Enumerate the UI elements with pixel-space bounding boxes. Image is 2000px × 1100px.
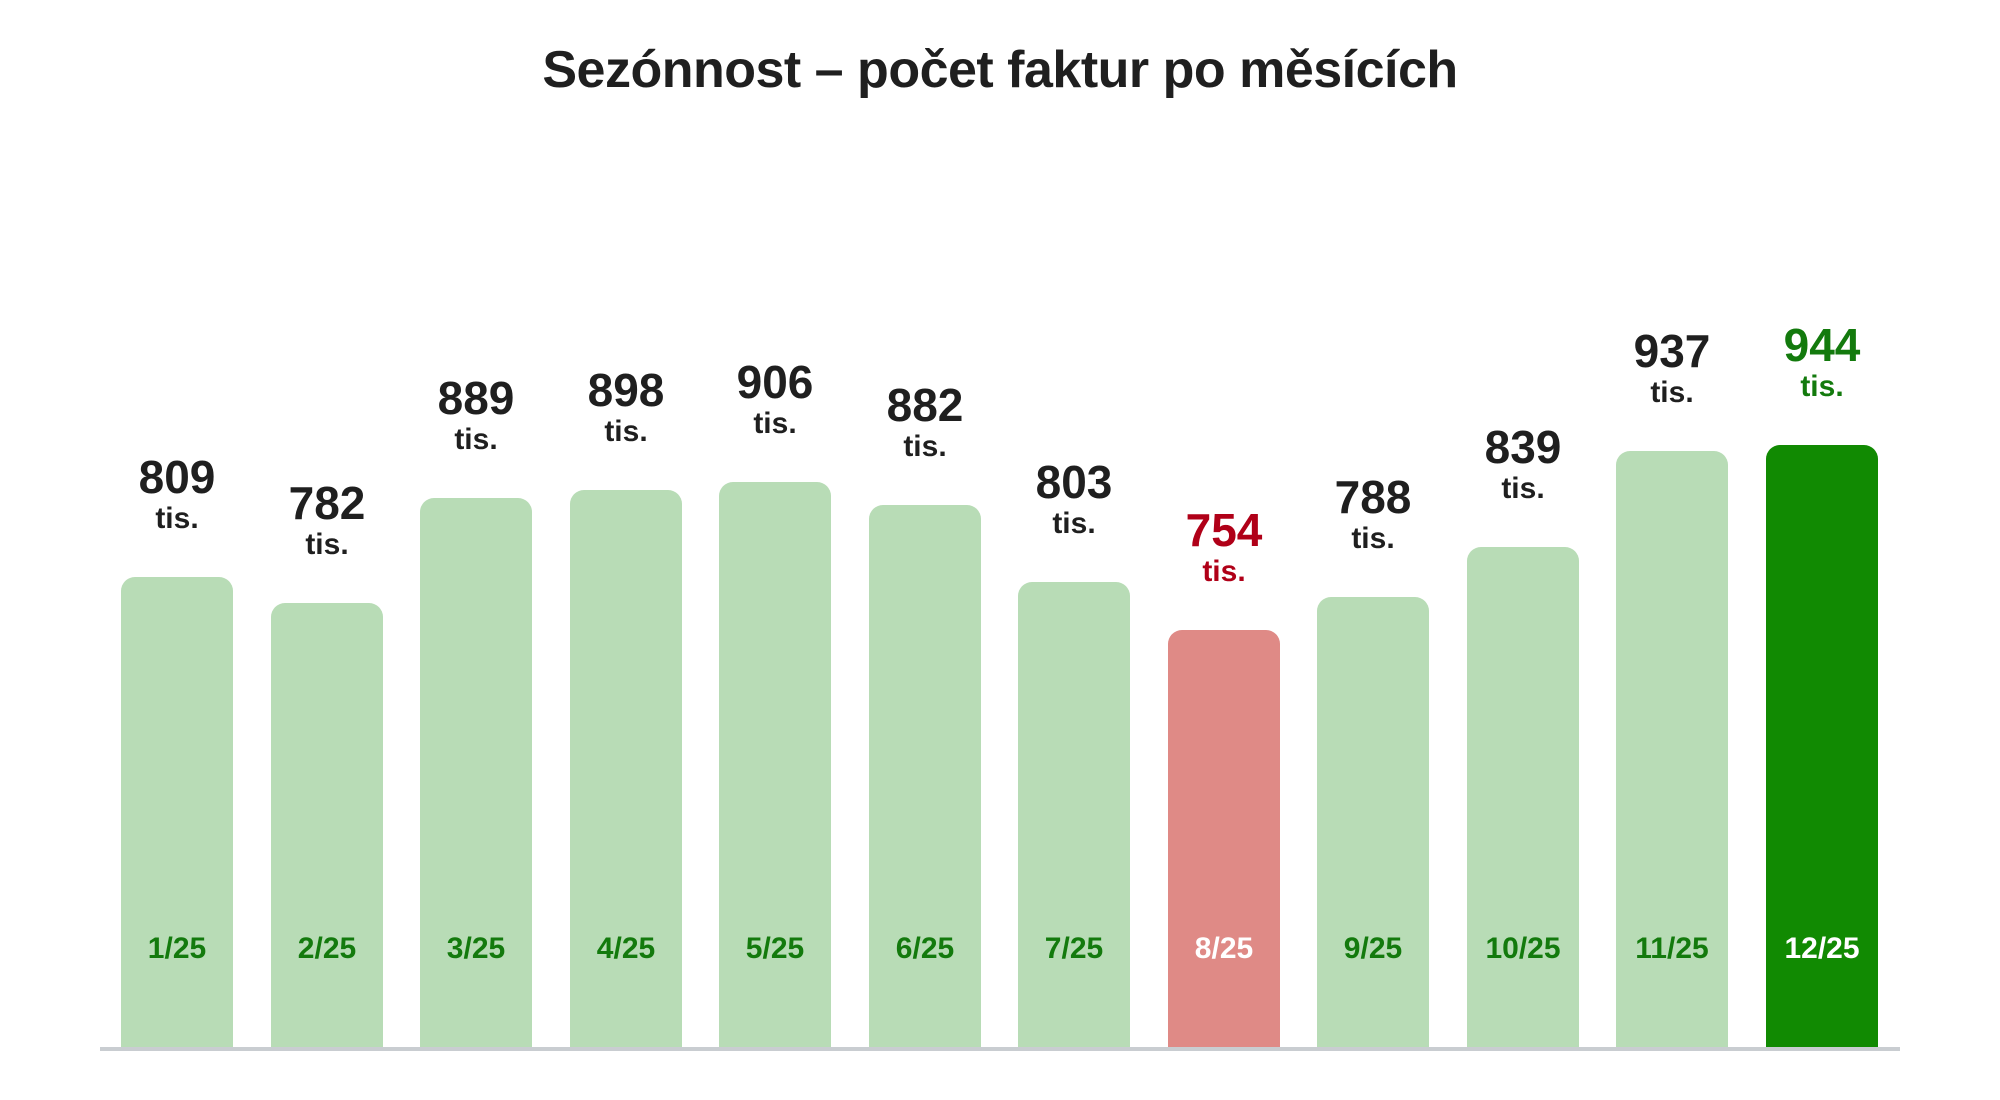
bar-10-25 bbox=[1467, 547, 1579, 1047]
value-number: 906 bbox=[736, 356, 814, 408]
month-label: 10/25 bbox=[1485, 932, 1561, 965]
value-number: 944 bbox=[1783, 319, 1861, 371]
month-label: 8/25 bbox=[1194, 932, 1254, 965]
value-label: 937 tis. bbox=[1597, 325, 1747, 413]
value-unit: tis. bbox=[1501, 472, 1545, 505]
value-label: 782 tis. bbox=[252, 477, 402, 565]
month-label: 4/25 bbox=[596, 932, 656, 965]
month-label: 7/25 bbox=[1044, 932, 1104, 965]
bar-2-25 bbox=[271, 603, 383, 1047]
value-label: 809 tis. bbox=[102, 451, 252, 539]
value-number: 937 bbox=[1633, 325, 1711, 377]
value-unit: tis. bbox=[305, 528, 349, 561]
bar-6-25 bbox=[869, 505, 981, 1047]
month-label: 3/25 bbox=[446, 932, 506, 965]
value-number: 889 bbox=[437, 372, 515, 424]
value-label: 803 tis. bbox=[999, 456, 1149, 544]
value-label: 788 tis. bbox=[1298, 471, 1448, 559]
value-number: 809 bbox=[138, 451, 216, 503]
bar-1-25 bbox=[121, 577, 233, 1047]
bar-4-25 bbox=[570, 490, 682, 1047]
value-unit: tis. bbox=[1202, 555, 1246, 588]
value-number: 803 bbox=[1035, 456, 1113, 508]
bar-5-25 bbox=[719, 482, 831, 1047]
bar-9-25 bbox=[1317, 597, 1429, 1047]
month-label: 5/25 bbox=[745, 932, 805, 965]
value-unit: tis. bbox=[1800, 370, 1844, 403]
value-label: 906 tis. bbox=[700, 356, 850, 444]
bar-3-25 bbox=[420, 498, 532, 1047]
value-label: 839 tis. bbox=[1448, 421, 1598, 509]
value-number: 898 bbox=[587, 364, 665, 416]
value-unit: tis. bbox=[1052, 507, 1096, 540]
bar-12-25 bbox=[1766, 445, 1878, 1047]
value-number: 782 bbox=[288, 477, 366, 529]
value-label: 944 tis. bbox=[1747, 319, 1897, 407]
bar-11-25 bbox=[1616, 451, 1728, 1047]
value-label: 754 tis. bbox=[1149, 504, 1299, 592]
month-label: 1/25 bbox=[147, 932, 207, 965]
value-number: 788 bbox=[1334, 471, 1412, 523]
value-number: 882 bbox=[886, 379, 964, 431]
value-unit: tis. bbox=[1650, 376, 1694, 409]
month-label: 2/25 bbox=[297, 932, 357, 965]
value-label: 889 tis. bbox=[401, 372, 551, 460]
value-unit: tis. bbox=[1351, 522, 1395, 555]
value-unit: tis. bbox=[604, 415, 648, 448]
value-label: 898 tis. bbox=[551, 364, 701, 452]
value-unit: tis. bbox=[454, 423, 498, 456]
chart-title: Sezónnost – počet faktur po měsících bbox=[542, 41, 1458, 99]
month-label: 12/25 bbox=[1784, 932, 1860, 965]
month-label: 9/25 bbox=[1343, 932, 1403, 965]
bar-8-25 bbox=[1168, 630, 1280, 1047]
value-number: 839 bbox=[1484, 421, 1562, 473]
value-unit: tis. bbox=[903, 430, 947, 463]
value-number: 754 bbox=[1185, 504, 1263, 556]
month-label: 6/25 bbox=[895, 932, 955, 965]
x-axis-line bbox=[100, 1047, 1900, 1051]
value-unit: tis. bbox=[753, 407, 797, 440]
bar-7-25 bbox=[1018, 582, 1130, 1047]
value-unit: tis. bbox=[155, 502, 199, 535]
month-label: 11/25 bbox=[1635, 932, 1709, 965]
value-label: 882 tis. bbox=[850, 379, 1000, 467]
